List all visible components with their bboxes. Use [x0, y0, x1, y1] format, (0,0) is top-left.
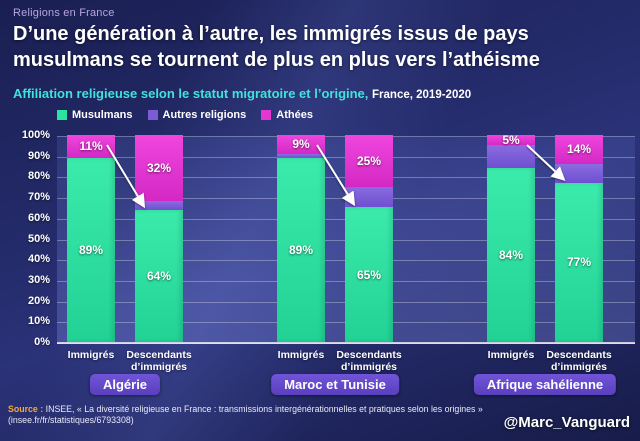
legend-item: Musulmans	[57, 109, 133, 121]
chart-subtitle: Affiliation religieuse selon le statut m…	[13, 86, 471, 101]
bar-value-athees: 9%	[292, 137, 310, 152]
x-axis-area: Immigrés Descendants d’immigrés Algérie Imm…	[57, 347, 635, 399]
kicker: Religions en France	[13, 7, 115, 19]
bar-value-athees: 5%	[502, 133, 520, 148]
group-label-badge: Afrique sahélienne	[473, 374, 617, 395]
title-line-2: musulmans se tournent de plus en plus ve…	[13, 49, 540, 71]
bar-segment-autres-religions	[345, 186, 393, 208]
legend-label: Musulmans	[72, 109, 133, 121]
y-axis-label: 10%	[27, 315, 50, 328]
y-axis-label: 60%	[27, 211, 50, 224]
y-axis-label: 70%	[27, 191, 50, 204]
y-axis-label: 50%	[27, 232, 50, 245]
bar-segment-musulmans	[345, 207, 393, 342]
bar-segment-athees	[487, 135, 535, 146]
bar-value-musulmans: 65%	[356, 267, 382, 282]
legend: Musulmans Autres religions Athées	[57, 109, 313, 121]
legend-swatch-icon	[261, 110, 272, 120]
bar-segment-athees	[67, 135, 115, 158]
bar-segment-athees	[277, 135, 325, 154]
source-citation: INSEE, « La diversité religieuse en Fran…	[8, 404, 483, 426]
chart: 0% 10% 20% 30% 40% 50% 60% 70% 80% 90% 100% 89% 11%…	[0, 129, 640, 348]
x-axis-bar-label: Descendants d’immigrés	[546, 349, 612, 374]
y-axis-label: 40%	[27, 253, 50, 266]
bar-segment-autres-religions	[555, 164, 603, 183]
y-axis-label: 90%	[27, 149, 50, 162]
x-axis-bar-label: Descendants d’immigrés	[336, 349, 402, 374]
bar-segment-autres-religions	[277, 153, 325, 158]
page-title: D’une génération à l’autre, les immigrés…	[13, 21, 540, 73]
subtitle-main: Affiliation religieuse selon le statut m…	[13, 86, 369, 101]
bar-value-musulmans: 77%	[566, 255, 592, 270]
bar-value-musulmans: 89%	[288, 242, 314, 257]
y-axis: 0% 10% 20% 30% 40% 50% 60% 70% 80% 90% 100%	[0, 129, 52, 348]
legend-swatch-icon	[57, 110, 67, 120]
x-axis-bar-label: Immigrés	[277, 349, 325, 361]
group-label-badge: Algérie	[89, 374, 161, 395]
gridline	[57, 343, 635, 344]
legend-item: Autres religions	[147, 109, 247, 121]
bar-value-musulmans: 64%	[146, 268, 172, 283]
x-axis-bar-label: Descendants d’immigrés	[126, 349, 192, 374]
bar-value-musulmans: 89%	[78, 242, 104, 257]
y-axis-label: 80%	[27, 170, 50, 183]
bar-segment-musulmans	[135, 209, 183, 342]
source-label: Source :	[8, 404, 44, 414]
bar-segment-musulmans	[555, 182, 603, 342]
title-line-1: D’une génération à l’autre, les immigrés…	[13, 23, 529, 45]
bar-segment-autres-religions	[135, 201, 183, 210]
source-text: Source : INSEE, « La diversité religieus…	[8, 404, 508, 427]
legend-swatch-icon	[147, 110, 158, 120]
bar-segment-musulmans	[487, 168, 535, 342]
author-handle: @Marc_Vanguard	[503, 414, 630, 431]
legend-label: Autres religions	[162, 109, 247, 121]
bar-value-athees: 32%	[146, 161, 172, 176]
y-axis-label: 0%	[34, 336, 50, 348]
y-axis-label: 30%	[27, 273, 50, 286]
bar-value-musulmans: 84%	[498, 248, 524, 263]
bar-segment-autres-religions	[487, 145, 535, 169]
legend-item: Athées	[261, 109, 313, 121]
bar-value-athees: 25%	[356, 153, 382, 168]
bar-value-athees: 14%	[566, 142, 592, 157]
x-axis-bar-label: Immigrés	[67, 349, 115, 361]
x-axis-bar-label: Immigrés	[487, 349, 535, 361]
subtitle-period: France, 2019-2020	[372, 89, 472, 101]
legend-label: Athées	[276, 109, 313, 121]
bar-value-athees: 11%	[79, 139, 103, 154]
y-axis-label: 20%	[27, 294, 50, 307]
group-label-badge: Maroc et Tunisie	[271, 374, 399, 395]
plot-area: 89% 11% 64% 32% 89% 9% 65% 25% 84% 5% 77% 14%	[57, 133, 635, 344]
y-axis-label: 100%	[21, 129, 50, 141]
